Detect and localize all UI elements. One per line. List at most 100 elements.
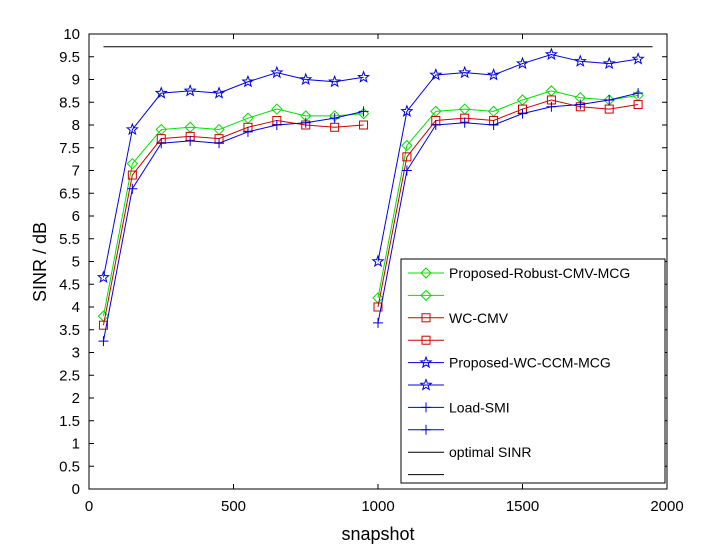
data-point — [515, 56, 530, 70]
series-proposed-robust-cmv-mcg — [97, 85, 644, 322]
y-tick-label: 8 — [72, 117, 80, 134]
legend-item: Load-SMI — [408, 399, 510, 435]
data-point — [127, 183, 138, 194]
y-tick-label: 6.5 — [59, 185, 80, 202]
data-point — [373, 317, 383, 328]
x-axis-label: snapshot — [341, 524, 414, 544]
legend-box — [400, 258, 666, 484]
data-point — [573, 54, 587, 67]
series-layer — [96, 46, 653, 347]
data-point — [401, 139, 413, 152]
axis-ticks: 0 500 1000 1500 2000 0 0.5 1 1.5 2 2.5 3 3.5 4 4.5 5 5.5… — [59, 26, 684, 515]
legend: Proposed-Robust-CMV-MCG WC-CMV Proposed-WC… — [400, 258, 666, 484]
data-point — [270, 65, 284, 79]
data-point — [356, 70, 371, 83]
data-point — [300, 117, 311, 128]
data-point — [488, 120, 499, 130]
data-point — [604, 94, 615, 105]
legend-marker — [421, 424, 431, 435]
data-point — [185, 135, 196, 146]
data-point — [400, 104, 414, 117]
data-point — [98, 336, 109, 347]
legend-marker — [420, 289, 432, 302]
series-line — [102, 72, 364, 278]
y-tick-label: 5.5 — [59, 231, 80, 248]
data-point — [271, 103, 283, 115]
data-point — [373, 302, 383, 312]
legend-label: Load-SMI — [449, 399, 510, 415]
x-tick-label: 1500 — [506, 498, 539, 515]
legend-marker — [421, 402, 431, 413]
legend-item: Proposed-WC-CCM-MCG — [408, 355, 611, 391]
series-line — [377, 90, 639, 298]
y-tick-label: 1 — [72, 436, 80, 453]
y-tick-label: 4 — [72, 299, 80, 316]
x-tick-label: 2000 — [650, 498, 683, 515]
legend-item: Proposed-Robust-CMV-MCG — [408, 265, 630, 302]
data-point — [575, 99, 586, 110]
legend-label: WC-CMV — [449, 310, 509, 326]
legend-label: Proposed-Robust-CMV-MCG — [449, 265, 630, 281]
data-point — [183, 83, 197, 97]
legend-label: Proposed-WC-CCM-MCG — [449, 355, 611, 371]
y-tick-label: 4.5 — [59, 276, 80, 293]
data-point — [214, 138, 225, 149]
data-point — [487, 68, 501, 81]
data-point — [299, 72, 313, 86]
x-tick-label: 500 — [221, 498, 246, 515]
data-point — [517, 108, 528, 119]
legend-item: optimal SINR — [408, 444, 531, 476]
y-axis-label: SINR / dB — [30, 222, 50, 302]
series-line — [377, 92, 639, 324]
y-tick-label: 7.5 — [59, 140, 80, 157]
y-tick-label: 9.5 — [59, 49, 80, 66]
legend-item: WC-CMV — [408, 310, 509, 345]
data-point — [330, 122, 340, 132]
data-point — [459, 117, 470, 128]
legend-marker — [421, 335, 431, 345]
y-tick-label: 0.5 — [59, 458, 80, 475]
legend-marker — [419, 355, 433, 369]
data-point — [430, 120, 441, 130]
data-point — [604, 104, 614, 114]
data-point — [98, 320, 108, 330]
y-tick-label: 0 — [72, 481, 80, 498]
y-tick-label: 2 — [72, 390, 80, 407]
y-tick-label: 9 — [72, 72, 80, 89]
y-tick-label: 8.5 — [59, 94, 80, 111]
data-point — [125, 122, 139, 136]
series-line — [102, 119, 364, 326]
data-point — [602, 56, 616, 70]
data-point — [633, 88, 644, 99]
data-point — [633, 100, 643, 110]
series-proposed-wc-ccm-mcg — [96, 47, 645, 284]
data-point — [402, 152, 412, 162]
y-tick-label: 1.5 — [59, 413, 80, 430]
data-point — [358, 106, 369, 117]
series-line — [102, 110, 364, 342]
data-point — [631, 52, 645, 65]
y-tick-label: 10 — [63, 26, 80, 43]
x-tick-label: 0 — [85, 498, 93, 515]
data-point — [212, 86, 226, 99]
y-tick-label: 3.5 — [59, 322, 80, 339]
data-point — [371, 254, 385, 268]
data-point — [126, 157, 139, 170]
data-point — [127, 170, 137, 180]
data-point — [329, 113, 340, 124]
data-point — [156, 138, 167, 149]
data-point — [458, 65, 472, 79]
data-point — [359, 120, 369, 130]
legend-marker — [420, 267, 432, 279]
legend-label: optimal SINR — [449, 444, 531, 460]
series-line — [377, 99, 639, 308]
data-point — [544, 47, 558, 61]
data-point — [242, 126, 253, 137]
data-point — [271, 120, 282, 130]
data-point — [154, 86, 168, 99]
y-tick-label: 6 — [72, 208, 80, 225]
legend-marker — [421, 313, 431, 323]
data-point — [546, 101, 557, 112]
data-point — [328, 74, 342, 88]
